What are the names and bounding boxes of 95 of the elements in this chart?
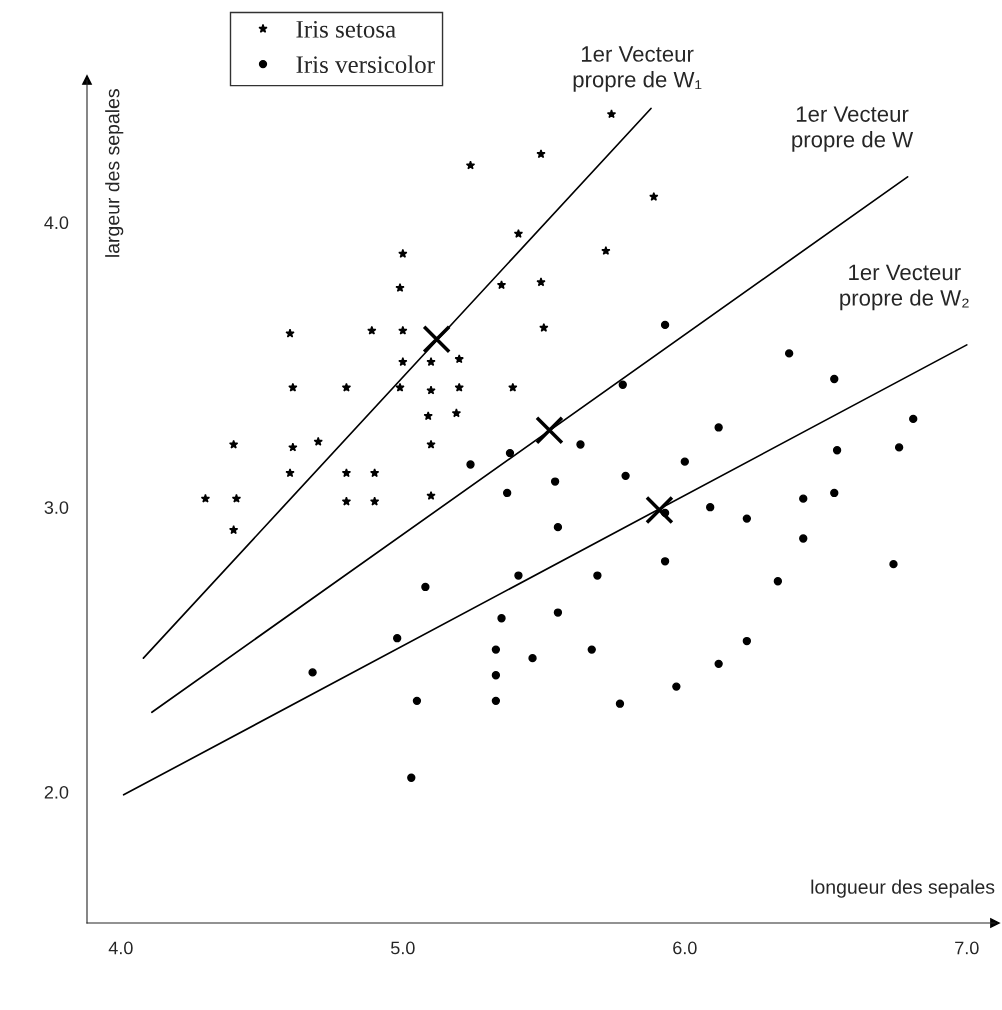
point xyxy=(714,423,723,432)
point xyxy=(773,577,783,586)
point xyxy=(528,653,537,663)
point xyxy=(513,228,524,238)
point xyxy=(649,191,659,201)
point xyxy=(894,443,904,452)
point xyxy=(601,246,611,255)
point xyxy=(535,416,564,445)
point xyxy=(587,645,596,654)
annotation: 1er Vecteur propre de W xyxy=(792,106,914,152)
point xyxy=(660,557,670,566)
point xyxy=(288,442,298,452)
point xyxy=(672,682,681,691)
point xyxy=(497,614,506,623)
point xyxy=(645,495,674,525)
point xyxy=(422,324,451,354)
point xyxy=(491,671,501,680)
x-tick-label: 5.0 xyxy=(391,941,415,955)
y-axis-title: largeur des sepales xyxy=(105,89,124,257)
point xyxy=(288,382,298,392)
point xyxy=(621,471,630,481)
point xyxy=(576,440,585,449)
annotation: 1er Vecteur propre de W₁ xyxy=(573,46,702,92)
y-tick-label: 4.0 xyxy=(44,216,69,230)
x-axis-title: longueur des sepales xyxy=(811,879,995,898)
point xyxy=(502,488,512,498)
point xyxy=(412,696,422,706)
point xyxy=(398,248,408,258)
point xyxy=(593,571,602,580)
point xyxy=(228,439,239,449)
point xyxy=(799,534,808,543)
point xyxy=(660,320,670,330)
x-tick-label: 6.0 xyxy=(673,941,697,955)
point xyxy=(550,477,560,486)
point xyxy=(454,354,464,364)
point xyxy=(830,488,839,498)
point xyxy=(553,608,563,617)
legend-label: Iris versicolor xyxy=(296,55,435,74)
point xyxy=(285,468,295,478)
point xyxy=(341,382,352,392)
x-tick-label: 4.0 xyxy=(108,941,133,955)
point xyxy=(553,522,563,532)
point xyxy=(426,490,436,500)
point xyxy=(341,496,352,506)
annotation: 1er Vecteur propre de W₂ xyxy=(840,264,969,311)
point xyxy=(398,325,408,335)
y-tick-label: 2.0 xyxy=(44,785,69,799)
point xyxy=(496,280,507,290)
point xyxy=(465,160,476,170)
point xyxy=(680,457,689,466)
point xyxy=(539,322,549,332)
point xyxy=(395,283,405,292)
legend-label: Iris setosa xyxy=(296,20,396,38)
point xyxy=(423,411,433,421)
point xyxy=(308,668,317,677)
point xyxy=(606,109,617,119)
point xyxy=(909,414,918,424)
point xyxy=(742,514,752,523)
point xyxy=(784,349,794,358)
point xyxy=(407,773,416,782)
point xyxy=(514,571,523,580)
point xyxy=(536,149,546,159)
point xyxy=(889,559,898,569)
point xyxy=(421,582,430,592)
point xyxy=(799,494,808,503)
point xyxy=(454,382,464,392)
point xyxy=(451,408,462,418)
point xyxy=(714,659,723,669)
point xyxy=(536,277,546,287)
point xyxy=(313,436,323,446)
point xyxy=(369,496,380,506)
point xyxy=(491,696,501,706)
point xyxy=(231,493,242,503)
point xyxy=(615,699,625,708)
point xyxy=(285,328,295,338)
point xyxy=(491,645,501,654)
y-tick-label: 3.0 xyxy=(44,501,69,514)
point xyxy=(398,357,408,367)
point xyxy=(466,460,475,469)
point xyxy=(505,448,515,458)
point xyxy=(426,357,436,367)
point xyxy=(508,382,518,392)
point xyxy=(369,468,380,478)
point xyxy=(341,468,352,478)
point xyxy=(393,634,402,643)
point xyxy=(426,385,436,395)
point xyxy=(228,525,239,535)
point xyxy=(830,374,839,384)
point xyxy=(706,503,715,512)
point xyxy=(742,636,752,646)
point xyxy=(367,325,377,335)
point xyxy=(832,446,842,455)
point xyxy=(618,380,627,389)
point xyxy=(200,493,211,503)
x-tick-label: 7.0 xyxy=(955,941,979,955)
